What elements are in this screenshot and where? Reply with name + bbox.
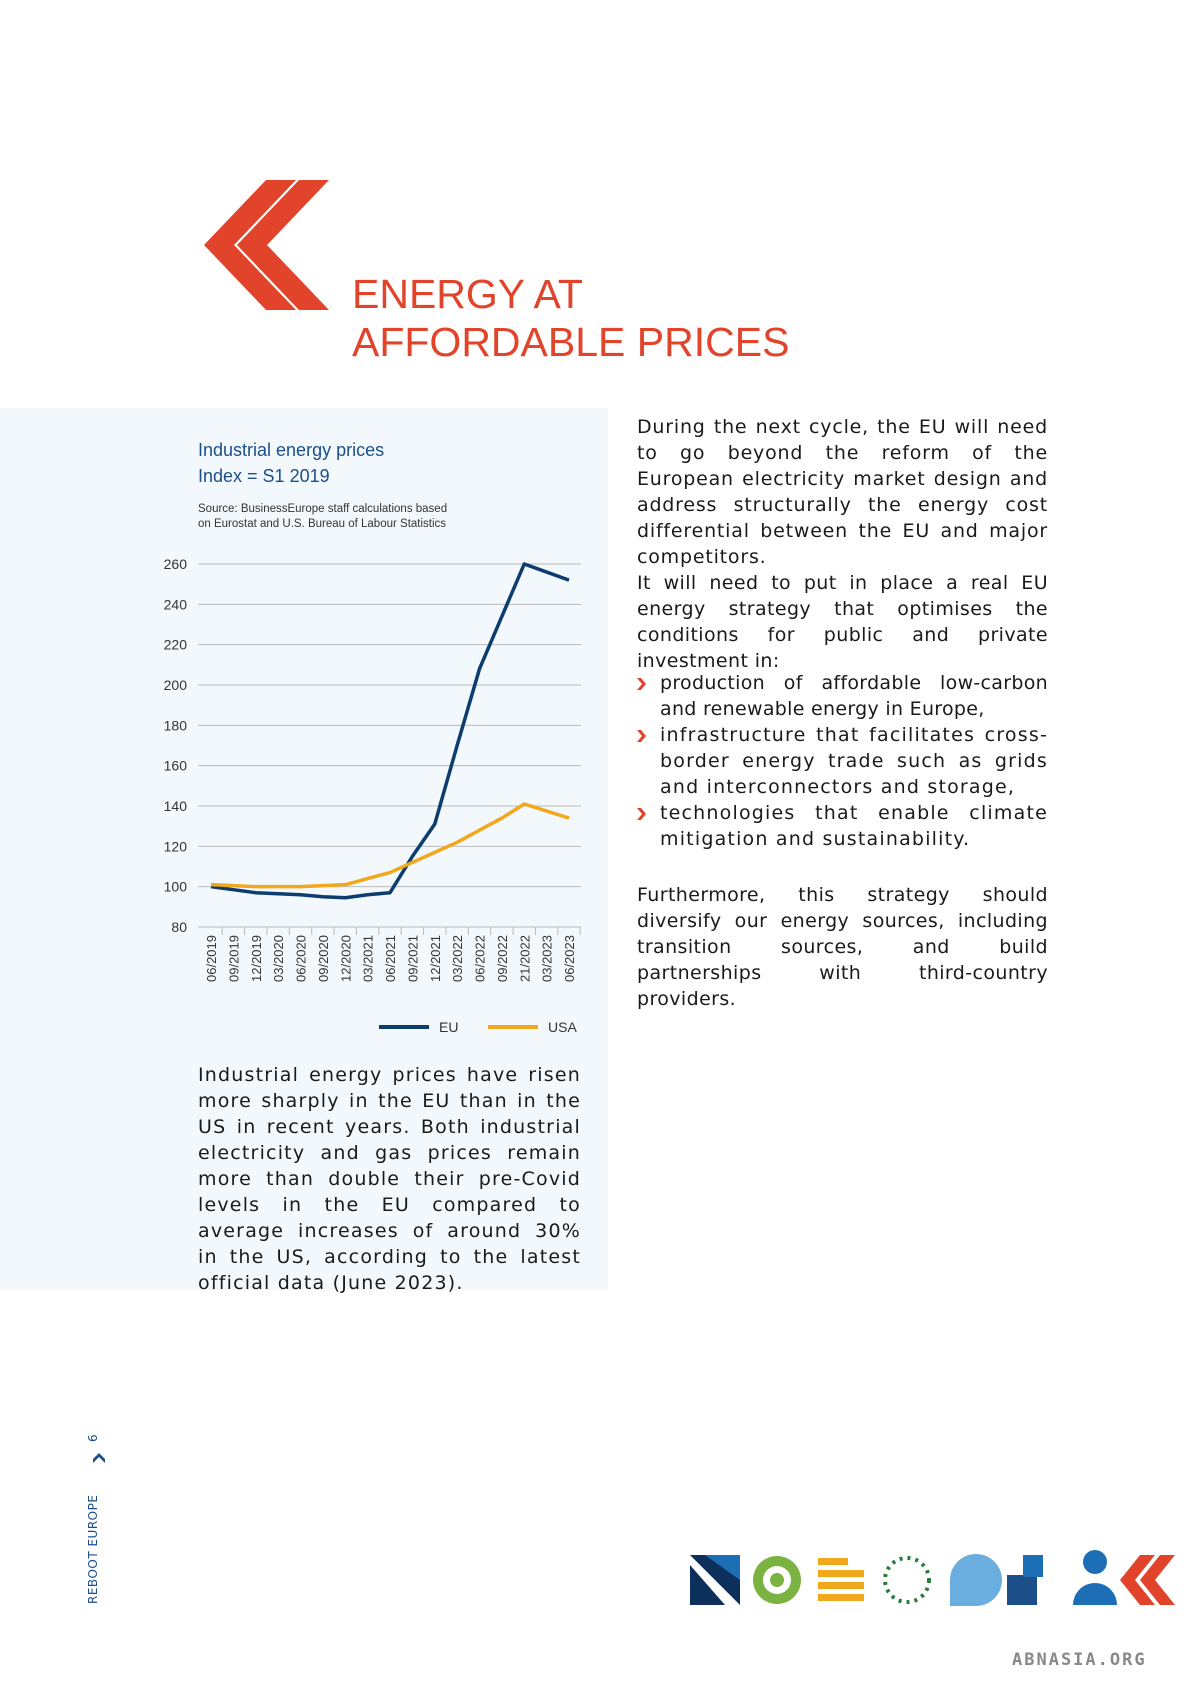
chart-caption: Industrial energy prices have risen more… <box>198 1064 581 1294</box>
y-tick-label: 200 <box>164 677 188 693</box>
x-tick-label: 06/2020 <box>294 935 309 982</box>
series-line <box>210 562 570 900</box>
x-tick-label: 09/2019 <box>226 935 241 982</box>
chart-subtitle: Index = S1 2019 <box>198 466 330 486</box>
x-tick-label: 12/2019 <box>249 935 264 982</box>
footer-logos <box>690 1550 1175 1606</box>
x-tick-label: 06/2021 <box>383 935 398 982</box>
watermark: ABNASIA.ORG <box>1012 1650 1147 1670</box>
legend-label: USA <box>548 1019 577 1035</box>
y-tick-label: 120 <box>164 838 188 854</box>
y-tick-label: 180 <box>164 717 188 733</box>
chart-panel <box>0 408 608 1290</box>
y-tick-label: 240 <box>164 596 188 612</box>
x-tick-label: 03/2022 <box>450 935 465 982</box>
chart: Industrial energy prices Index = S1 2019… <box>164 440 581 1035</box>
y-tick-label: 80 <box>171 919 187 935</box>
x-tick-label: 06/2023 <box>562 935 577 982</box>
running-title: REBOOT EUROPE <box>86 1494 100 1604</box>
chevron-logo <box>204 180 329 310</box>
x-tick-label: 09/2022 <box>495 935 510 982</box>
x-tick-label: 03/2021 <box>361 935 376 982</box>
legend-label: EU <box>439 1019 458 1035</box>
x-tick-label: 12/2021 <box>428 935 443 982</box>
x-tick-label: 21/2022 <box>517 935 532 982</box>
x-tick-label: 03/2020 <box>271 935 286 982</box>
x-tick-label: 09/2021 <box>405 935 420 982</box>
paragraph: It will need to put in place a real EU e… <box>637 572 1048 672</box>
y-tick-label: 160 <box>164 758 188 774</box>
bullet-text: production of affordable low-carbon and … <box>660 672 1048 720</box>
y-tick-label: 220 <box>164 637 188 653</box>
page-number: 6 <box>86 1434 100 1442</box>
bullet-marker <box>637 730 646 742</box>
paragraph: During the next cycle, the EU will need … <box>637 416 1048 568</box>
y-tick-label: 260 <box>164 556 188 572</box>
page-title: ENERGY AT <box>352 271 583 317</box>
x-tick-label: 06/2019 <box>204 935 219 982</box>
bullet-marker <box>637 808 646 820</box>
x-tick-label: 03/2023 <box>540 935 555 982</box>
bullet-marker <box>637 678 646 690</box>
chart-title: Industrial energy prices <box>198 440 384 460</box>
y-tick-label: 140 <box>164 798 188 814</box>
bullet-text: technologies that enable climate mitigat… <box>660 802 1048 850</box>
footer-chevron <box>93 1453 105 1463</box>
paragraph: Furthermore, this strategy should divers… <box>637 884 1048 1010</box>
series-line <box>210 802 570 889</box>
chart-source: on Eurostat and U.S. Bureau of Labour St… <box>198 518 446 530</box>
page-title: AFFORDABLE PRICES <box>352 319 790 365</box>
y-tick-label: 100 <box>164 879 188 895</box>
x-tick-label: 09/2020 <box>316 935 331 982</box>
x-tick-label: 06/2022 <box>473 935 488 982</box>
bullet-text: infrastructure that facilitates cross-bo… <box>660 724 1048 798</box>
x-tick-label: 12/2020 <box>338 935 353 982</box>
chart-source: Source: BusinessEurope staff calculation… <box>198 503 447 515</box>
